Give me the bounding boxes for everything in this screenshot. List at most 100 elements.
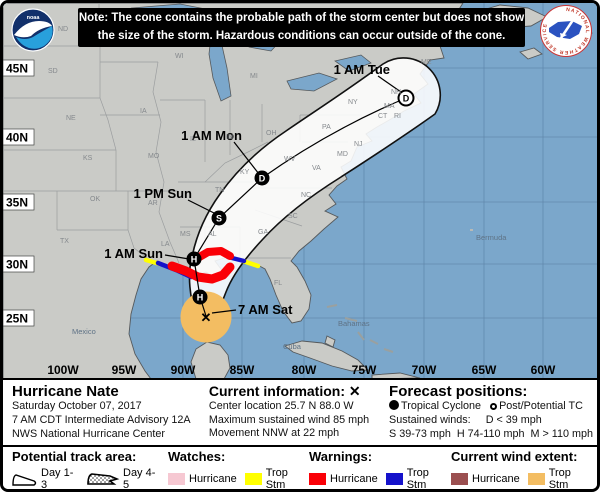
lon-label: 100W (47, 363, 79, 377)
state-label: NC (301, 192, 311, 199)
noaa-logo-icon: noaa (11, 8, 55, 52)
issuing-agency: NWS National Hurricane Center (12, 427, 166, 440)
max-sustained-wind: Maximum sustained wind 85 mph (208, 413, 370, 426)
bahamas-islands (326, 304, 394, 353)
hurricane-warning-swatch (309, 472, 326, 485)
time-label-1am-sun: 1 AM Sun (104, 246, 163, 261)
lat-label: 40N (6, 131, 28, 145)
state-labels: ND SD MI WI NE IA IL IN OH PA NY KS MO K… (48, 26, 432, 287)
legend-warnings: Warnings: Hurricane Trop Stm (309, 449, 451, 489)
forecast-point-marker (192, 289, 208, 305)
hurricane-watch-swatch (168, 472, 185, 485)
place-labels: Mexico Cuba Bahamas Bermuda (72, 233, 507, 351)
ts-wind-extent-label: Trop Stm (548, 466, 571, 491)
hurricane-wind-extent-label: Hurricane (472, 472, 520, 485)
state-label: AR (148, 200, 158, 207)
state-label: WV (284, 156, 296, 163)
state-label: FL (274, 280, 282, 287)
state-label: MD (337, 151, 348, 158)
state-label: RI (394, 113, 401, 120)
place-label-cuba: Cuba (283, 342, 302, 351)
place-label-mexico: Mexico (72, 327, 96, 336)
marker-letter: H (191, 255, 198, 265)
sustained-winds-line: Sustained winds: D < 39 mph (389, 414, 593, 428)
tropical-cyclone-label: Tropical Cyclone (401, 400, 482, 413)
legend-panel: Potential track area: Day 1-3 Day 4-5 Wa… (3, 447, 597, 489)
noaa-logo-text: noaa (27, 15, 41, 21)
storm-info-column: Hurricane Nate Saturday October 07, 2017… (12, 383, 209, 445)
post-tc-label: Post/Potential TC (499, 400, 583, 413)
lon-label: 75W (352, 363, 377, 377)
forecast-point-marker (211, 210, 227, 226)
state-label: IA (140, 108, 147, 115)
latitude-labels: 45N 40N 35N 30N 25N (3, 59, 35, 327)
state-label: VA (312, 165, 321, 172)
lat-label: 25N (6, 312, 28, 326)
tropical-cyclone-dot-icon (389, 400, 400, 411)
hurricane-warning-2 (192, 247, 234, 263)
time-labels: 7 AM Sat 1 AM Sun 1 PM Sun 1 AM Mon 1 AM… (104, 62, 390, 317)
lon-label: 90W (171, 363, 196, 377)
state-label: OH (266, 130, 277, 137)
track-area-title: Potential track area: (12, 449, 137, 464)
lat-label: 45N (6, 62, 28, 76)
forecast-point-marker (254, 170, 270, 186)
forecast-points: ✕ H H S D D (186, 89, 415, 325)
day13-label: Day 1-3 (41, 466, 74, 491)
lon-label: 95W (112, 363, 137, 377)
hurricane-wind-extent-swatch (451, 472, 468, 485)
current-info-title: Current information: ✕ (209, 383, 389, 400)
label-leaders (164, 75, 402, 314)
day45-label: Day 4-5 (123, 466, 156, 491)
time-label-7am-sat: 7 AM Sat (238, 302, 293, 317)
lon-label: 65W (472, 363, 497, 377)
state-label: KY (240, 169, 250, 176)
marker-letter: S (216, 214, 222, 224)
marker-letter: H (197, 293, 204, 303)
forecast-point-marker (186, 251, 202, 267)
place-label-bahamas: Bahamas (338, 319, 370, 328)
advisory-number: 7 AM CDT Intermediate Advisory 12A (12, 414, 191, 427)
state-label: PA (322, 124, 331, 131)
post-tc-dot-icon (490, 403, 498, 411)
state-label: LA (161, 241, 170, 248)
lon-label: 85W (230, 363, 255, 377)
state-label: KS (83, 155, 93, 162)
marker-letter: D (259, 174, 266, 184)
state-label: MS (180, 231, 191, 238)
legend-watches: Watches: Hurricane Trop Stm (168, 449, 309, 489)
advisory-info-panel: Hurricane Nate Saturday October 07, 2017… (3, 378, 597, 447)
forecast-cone-map: ✕ H H S D D 7 AM Sat 1 AM Sun 1 PM Sun 1… (3, 3, 597, 378)
storm-title: Hurricane Nate (12, 383, 119, 400)
forecast-positions-title: Forecast positions: (389, 383, 528, 400)
warnings-title: Warnings: (309, 449, 373, 464)
place-label-bermuda: Bermuda (476, 233, 507, 242)
state-label: NH (391, 89, 401, 96)
day13-cone-icon (12, 473, 37, 486)
state-label: TN (215, 187, 224, 194)
bermuda-island (470, 229, 473, 231)
state-label: SC (288, 213, 298, 220)
movement: Movement NNW at 22 mph (208, 427, 340, 440)
state-label: NY (348, 99, 358, 106)
current-info-column: Current information: ✕ Center location 2… (209, 383, 389, 445)
state-label: NJ (354, 141, 363, 148)
advisory-date: Saturday October 07, 2017 (12, 400, 142, 413)
lon-label: 80W (292, 363, 317, 377)
state-label: MO (148, 153, 160, 160)
note-line-2: the size of the storm. Hazardous conditi… (97, 29, 506, 42)
day45-cone-icon (87, 472, 120, 485)
watches-title: Watches: (168, 449, 226, 464)
legend-wind-extent: Current wind extent: Hurricane Trop Stm (451, 449, 597, 489)
post-tc-point-marker (397, 89, 415, 107)
state-label: IL (190, 136, 196, 143)
wind-categories-line: S 39-73 mph H 74-110 mph M > 110 mph (389, 427, 593, 440)
hurricane-warning-label: Hurricane (330, 472, 378, 485)
wind-extent-title: Current wind extent: (451, 449, 578, 464)
time-label-1pm-sun: 1 PM Sun (133, 186, 192, 201)
hurricane-warning (167, 261, 235, 284)
state-label: MA (384, 103, 395, 110)
current-position-marker: ✕ (201, 310, 212, 325)
state-label: AL (208, 231, 217, 238)
